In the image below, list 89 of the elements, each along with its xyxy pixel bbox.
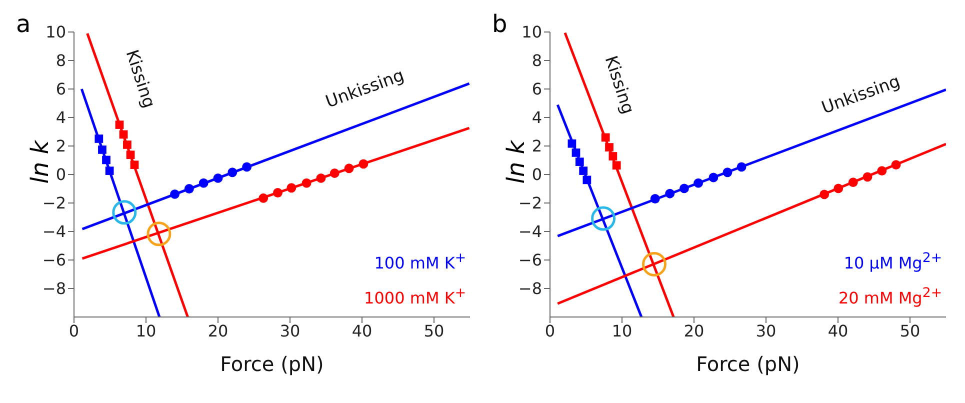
point xyxy=(94,134,104,143)
x-tick-label: 10 xyxy=(612,321,632,340)
point xyxy=(130,160,139,169)
point xyxy=(605,143,614,152)
point xyxy=(736,162,746,172)
y-axis-title: ln k xyxy=(502,139,530,186)
x-axis-title: Force (pN) xyxy=(696,352,800,376)
point xyxy=(302,178,312,188)
point xyxy=(242,162,252,172)
point xyxy=(708,172,718,182)
text: 1000 mM K$^{+}$ xyxy=(364,284,466,309)
x-tick-label: 30 xyxy=(280,321,300,340)
point xyxy=(572,148,580,157)
point xyxy=(105,166,114,175)
y-tick-label: 0 xyxy=(56,165,66,184)
point xyxy=(98,146,106,154)
point xyxy=(344,164,354,174)
point xyxy=(877,166,887,176)
x-tick-label: 10 xyxy=(136,321,156,340)
y-tick-label: −2 xyxy=(42,194,66,213)
y-axis-title: ln k xyxy=(26,139,54,186)
point xyxy=(286,183,296,193)
text: 10 μM Mg$^{2+}$ xyxy=(842,250,942,275)
y-tick-label: 8 xyxy=(532,51,542,70)
chart-title: a xyxy=(16,10,31,38)
point xyxy=(126,150,135,160)
point xyxy=(119,130,128,139)
point xyxy=(834,184,844,194)
point xyxy=(575,158,584,166)
x-tick-label: 40 xyxy=(828,321,848,340)
point xyxy=(123,140,132,149)
x-tick-label: 30 xyxy=(756,321,776,340)
point xyxy=(316,173,326,183)
x-tick-label: 0 xyxy=(68,321,80,340)
point xyxy=(601,133,610,142)
y-tick-label: −4 xyxy=(518,222,542,242)
point xyxy=(568,139,576,148)
y-tick-label: 10 xyxy=(522,22,542,42)
point xyxy=(862,172,872,182)
point xyxy=(273,188,282,198)
point xyxy=(184,184,194,194)
point xyxy=(665,188,675,198)
annotation: Kissing xyxy=(120,46,160,113)
y-tick-label: −4 xyxy=(42,222,66,242)
x-axis-title: Force (pN) xyxy=(220,352,324,376)
x-tick-label: 20 xyxy=(684,321,704,340)
point xyxy=(679,184,689,194)
y-tick-label: −2 xyxy=(518,194,542,213)
y-tick-label: 2 xyxy=(532,136,542,156)
x-tick-label: 50 xyxy=(900,321,920,340)
y-tick-label: 4 xyxy=(532,108,542,128)
y-tick-label: 8 xyxy=(56,51,66,70)
point xyxy=(115,120,124,129)
x-tick-label: 20 xyxy=(208,321,228,340)
point xyxy=(582,176,592,184)
point xyxy=(330,168,340,178)
point xyxy=(228,168,238,178)
text: 20 mM Mg$^{2+}$ xyxy=(838,284,942,309)
point xyxy=(579,166,588,175)
point xyxy=(608,152,618,160)
point xyxy=(258,193,268,203)
y-tick-label: 4 xyxy=(56,108,66,128)
y-tick-label: 6 xyxy=(532,80,542,99)
point xyxy=(650,194,660,204)
y-tick-label: −8 xyxy=(42,279,66,298)
annotation: Kissing xyxy=(600,52,640,118)
point xyxy=(722,168,732,178)
point xyxy=(848,178,858,188)
point xyxy=(198,178,208,188)
x-tick-label: 40 xyxy=(352,321,372,340)
x-tick-label: 50 xyxy=(424,321,444,340)
x-tick-label: 0 xyxy=(544,321,556,340)
point xyxy=(358,159,368,169)
y-tick-label: 2 xyxy=(56,136,66,156)
point xyxy=(612,161,621,170)
y-tick-label: −6 xyxy=(518,250,542,270)
point xyxy=(694,178,704,188)
y-tick-label: 10 xyxy=(46,22,66,42)
chart-title: b xyxy=(492,10,508,38)
point xyxy=(891,160,901,170)
point xyxy=(102,156,110,164)
y-tick-label: 6 xyxy=(56,80,66,99)
y-tick-label: −6 xyxy=(42,250,66,270)
point xyxy=(820,190,830,200)
y-tick-label: −8 xyxy=(518,279,542,298)
point xyxy=(170,189,180,199)
text: 100 mM K$^{+}$ xyxy=(373,250,466,275)
y-tick-label: 0 xyxy=(532,165,542,184)
point xyxy=(213,173,223,183)
